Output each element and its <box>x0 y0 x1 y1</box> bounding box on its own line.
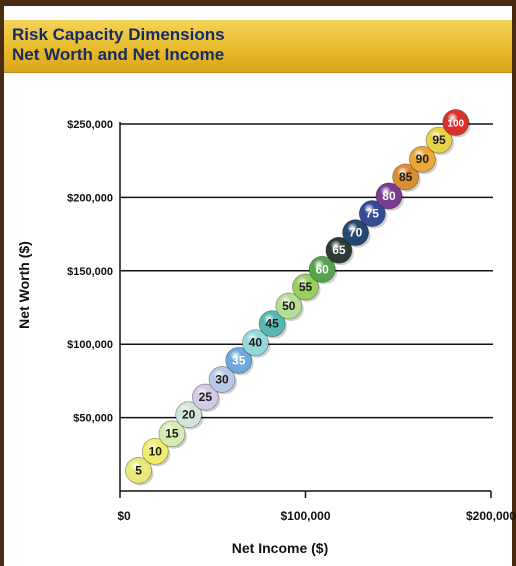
data-point-85 <box>392 163 420 191</box>
data-label-40: 40 <box>249 336 263 350</box>
data-label-55: 55 <box>299 280 313 294</box>
data-label-20: 20 <box>182 408 196 422</box>
data-point-100 <box>442 109 470 136</box>
y-axis-label: Net Worth ($) <box>16 241 32 329</box>
chart-title-line-2: Net Worth and Net Income <box>12 45 225 64</box>
data-label-50: 50 <box>282 299 296 313</box>
data-label-70: 70 <box>349 226 363 240</box>
data-label-10: 10 <box>149 444 163 458</box>
chart-header: Risk Capacity Dimensions Net Worth and N… <box>4 20 512 73</box>
data-point-75 <box>358 200 386 227</box>
data-label-25: 25 <box>199 390 213 404</box>
x-tick-labels: $0 $100,000 $200,000 <box>117 509 516 523</box>
data-point-10 <box>141 437 169 465</box>
data-label-45: 45 <box>265 317 279 331</box>
data-point-40 <box>242 329 269 357</box>
data-label-60: 60 <box>316 262 330 276</box>
data-label-15: 15 <box>165 427 179 441</box>
data-label-75: 75 <box>366 207 380 221</box>
y-tick-labels: $50,000 $100,000 $150,000 $200,000 $250,000 <box>67 119 113 425</box>
data-label-5: 5 <box>135 463 142 477</box>
data-point-90 <box>408 145 436 173</box>
data-point-25 <box>191 383 219 411</box>
x-tick-label: $200,000 <box>466 509 516 523</box>
data-point-65 <box>325 236 353 264</box>
data-label-30: 30 <box>215 372 229 386</box>
y-tick-label: $200,000 <box>67 192 113 204</box>
data-point-55 <box>292 273 319 301</box>
data-point-45 <box>258 310 286 338</box>
gridlines <box>120 123 493 419</box>
chart-title-line-1: Risk Capacity Dimensions <box>12 25 225 44</box>
y-tick-label: $100,000 <box>67 339 113 351</box>
data-label-65: 65 <box>332 243 346 257</box>
data-label-35: 35 <box>232 353 246 367</box>
data-label-90: 90 <box>416 152 430 166</box>
x-tick-label: $100,000 <box>280 509 330 523</box>
data-label-85: 85 <box>399 170 413 184</box>
y-tick-label: $250,000 <box>67 119 113 131</box>
data-point-30 <box>208 366 236 393</box>
data-point-5 <box>125 457 152 484</box>
data-point-15 <box>158 420 186 448</box>
data-point-50 <box>275 292 303 320</box>
data-label-95: 95 <box>432 133 446 147</box>
data-point-35 <box>225 346 253 374</box>
data-label-80: 80 <box>382 189 396 203</box>
data-label-100: 100 <box>447 119 464 130</box>
data-point-20 <box>175 401 203 429</box>
axes <box>119 122 492 498</box>
y-tick-label: $150,000 <box>67 266 113 278</box>
x-axis-label: Net Income ($) <box>231 540 329 556</box>
y-tick-label: $50,000 <box>73 413 113 425</box>
data-point-80 <box>375 182 403 210</box>
data-point-70 <box>342 219 369 247</box>
data-point-95 <box>425 126 453 154</box>
data-point-60 <box>308 255 336 283</box>
x-tick-label: $0 <box>117 509 131 523</box>
